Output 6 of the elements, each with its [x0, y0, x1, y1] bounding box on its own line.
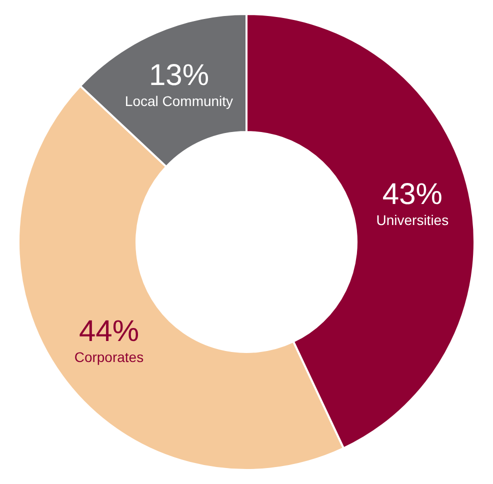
- data-label: 44%: [78, 314, 139, 348]
- data-label: 13%: [148, 58, 210, 92]
- data-label: 43%: [382, 178, 442, 211]
- slice-label: Corporates: [74, 348, 144, 365]
- slice-label: Local Community: [124, 92, 234, 109]
- slice-label: Universities: [376, 212, 449, 228]
